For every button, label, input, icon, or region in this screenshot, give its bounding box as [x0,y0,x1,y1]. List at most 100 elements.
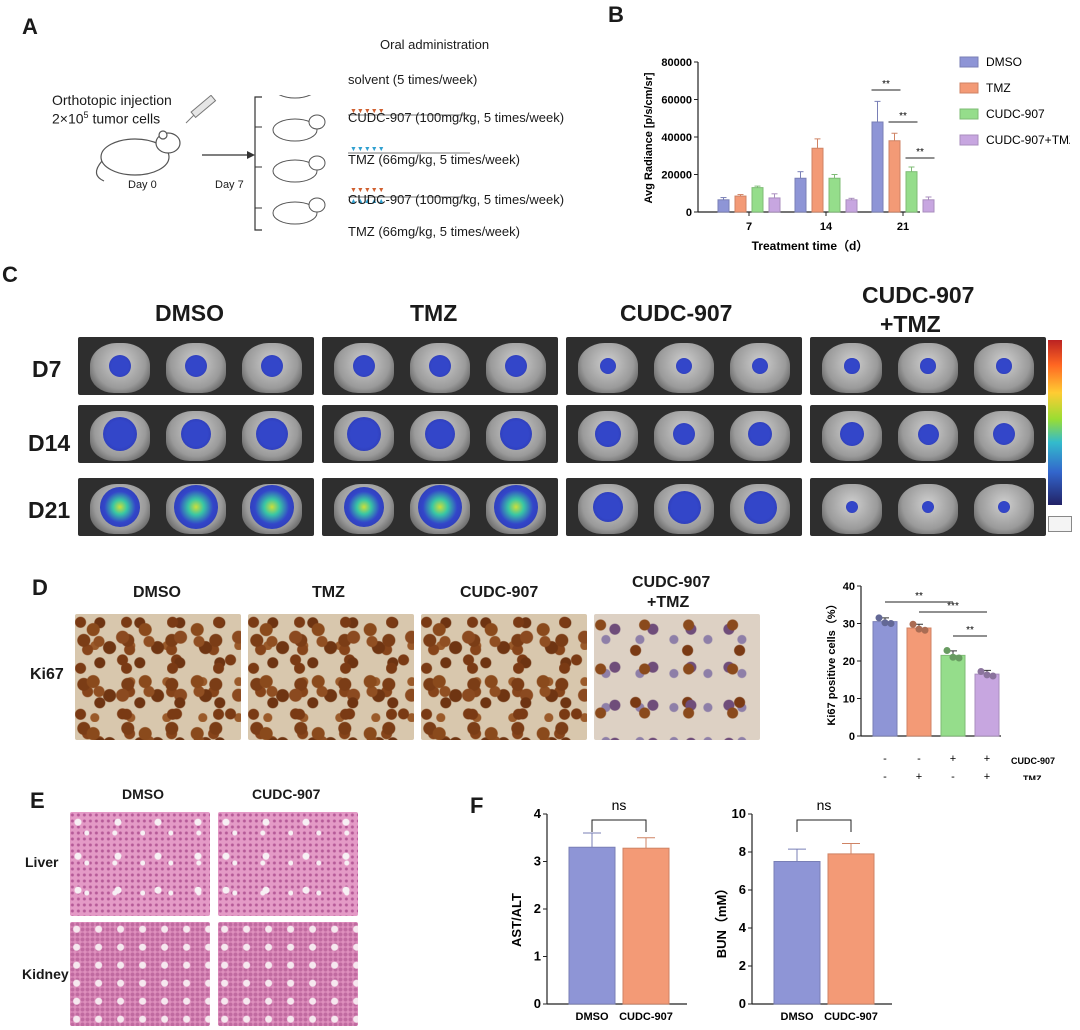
he-liver-dmso [70,812,210,916]
he-kidney-cudc [218,922,358,1026]
bioluminescence-signal [505,355,527,377]
d-col-tmz: TMZ [312,584,345,601]
bar-dmso [794,177,807,213]
y-axis-label: Ki67 positive cells（%） [825,598,838,725]
tmz-sign: + [984,771,990,780]
data-point [921,626,929,634]
y-tick-label: 0 [686,207,692,219]
ihc-image-combo [594,614,760,740]
y-tick-label: 8 [739,844,746,859]
bioluminescence-signal [500,418,532,450]
significance-label: ns [817,797,832,813]
ki67-bar [872,621,898,737]
ki67-bar [974,673,1000,737]
cudc-row-label: CUDC-907 [1011,756,1055,766]
cudc-sign: - [917,753,921,765]
luminescence-colorbar [1048,340,1062,505]
data-point [977,668,985,675]
bioluminescence-signal [344,487,384,527]
tmz-sign: - [883,771,887,780]
d-col-cudc: CUDC-907 [460,584,539,601]
significance-label: ** [899,111,907,122]
radiance-bar-chart: 0 20000 40000 60000 80000 7 14 21 Treatment time… [643,55,1070,253]
c-row-d21: D21 [28,497,71,523]
bioluminescence-signal [256,418,288,450]
y-tick-label: 40 [843,581,855,593]
day7-label: Day 7 [215,179,244,191]
y-tick-label: 80000 [661,57,692,69]
bioluminescence-signal [595,421,621,447]
y-tick-label: 20000 [661,170,692,182]
legend-label: DMSO [986,55,1022,69]
bioluminescence-signal [494,485,538,529]
bioluminescence-signal [996,358,1012,374]
bioluminescence-signal [593,492,623,522]
data-point [875,614,883,622]
ast-alt-bar-chart: 0 1 2 3 4 DMSO CUDC-907 ns AST/ALT [509,797,687,1023]
y-axis-label: Avg Radiance [p/s/cm/sr] [643,72,655,203]
y-tick-label: 20 [843,656,855,668]
bli-image [78,478,314,536]
panel-label-d: D [32,575,48,600]
y-tick-label: 30 [843,619,855,631]
panel-label-a: A [22,14,38,39]
tmz-row-label: TMZ [1023,774,1042,780]
y-tick-label: 3 [534,854,541,869]
ki67-bar [906,627,932,737]
significance-label: ** [882,79,890,90]
colorbar-legend-box [1048,516,1072,532]
bioluminescence-signal [846,501,858,513]
x-tick-label: 14 [820,221,833,233]
bioluminescence-signal [429,355,451,377]
data-point [943,647,951,654]
e-col-cudc: CUDC-907 [252,786,321,802]
panel-label-f: F [470,793,484,818]
group-label-combo-cudc: CUDC-907 (100mg/kg, 5 times/week) [348,192,565,207]
bioluminescence-signal [672,422,696,446]
x-tick-label: CUDC-907 [824,1011,878,1023]
protocol-diagram: ▼▼▼▼▼ ▼▼▼▼▼ ▼▼▼▼▼ ▲▲▲▲▲ [95,95,470,231]
data-point [949,653,957,661]
bioluminescence-signal [917,423,939,445]
x-axis-label: Treatment time（d） [752,238,869,253]
svg-text:▲▲▲▲▲: ▲▲▲▲▲ [350,198,385,205]
d-col-combo-1: CUDC-907 [632,574,711,591]
bioluminescence-signal [261,355,283,377]
bli-image [322,478,558,536]
bar-dmso [717,199,730,213]
ki67-bar [940,654,966,737]
c-col-dmso: DMSO [155,300,224,326]
group-label-tmz: TMZ (66mg/kg, 5 times/week) [348,152,520,167]
bar-dmso [871,121,884,213]
bioluminescence-signal [599,357,617,375]
group-label-cudc: CUDC-907 (100mg/kg, 5 times/week) [348,110,565,125]
svg-text:▼▼▼▼▼: ▼▼▼▼▼ [350,187,385,194]
y-tick-label: 6 [739,882,746,897]
bioluminescence-signal [418,485,462,529]
legend-label: CUDC-907+TMZ [986,133,1070,147]
significance-label: *** [947,601,959,612]
bli-image [566,478,802,536]
x-tick-label: 7 [746,221,752,233]
bioluminescence-signal [667,490,701,524]
x-tick-label: CUDC-907 [619,1011,673,1023]
mouse-icon [95,130,181,182]
bioluminescence-signal [922,501,934,513]
legend-label: TMZ [986,81,1011,95]
bli-image [810,478,1046,536]
c-col-combo-2: +TMZ [880,311,941,337]
y-tick-label: 4 [534,806,542,821]
data-point [915,625,923,633]
data-point [909,620,917,628]
he-liver-cudc [218,812,358,916]
svg-text:▼▼▼▼▼: ▼▼▼▼▼ [350,146,385,153]
bli-image [566,405,802,463]
y-tick-label: 10 [843,694,855,706]
legend-swatch [959,82,979,94]
y-tick-label: 0 [739,996,746,1011]
bar-tmz [734,195,747,213]
bli-image [566,337,802,395]
y-tick-label: 2 [534,901,541,916]
bioluminescence-signal [103,417,137,451]
y-tick-label: 10 [732,806,746,821]
